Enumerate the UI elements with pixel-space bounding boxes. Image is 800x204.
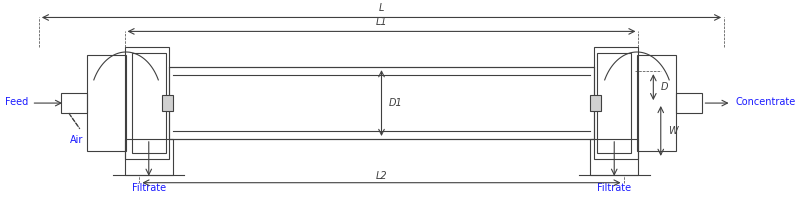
Bar bbox=[132, 53, 166, 153]
Text: Feed: Feed bbox=[5, 97, 28, 107]
Text: L2: L2 bbox=[376, 171, 387, 181]
Text: L1: L1 bbox=[376, 17, 387, 27]
Text: L: L bbox=[379, 3, 384, 13]
Bar bbox=[594, 47, 638, 159]
Text: Concentrate: Concentrate bbox=[735, 97, 795, 107]
Bar bbox=[162, 95, 173, 111]
Text: Filtrate: Filtrate bbox=[597, 183, 631, 193]
Bar bbox=[598, 53, 631, 153]
Bar bbox=[125, 47, 170, 159]
Text: Air: Air bbox=[70, 135, 83, 145]
Bar bbox=[87, 55, 126, 151]
Bar bbox=[590, 139, 638, 175]
Bar bbox=[170, 67, 594, 139]
Text: D: D bbox=[661, 82, 668, 92]
Bar bbox=[62, 93, 87, 113]
Bar bbox=[676, 93, 702, 113]
Text: D1: D1 bbox=[389, 98, 402, 108]
Bar bbox=[590, 95, 601, 111]
Text: W: W bbox=[668, 126, 678, 136]
Bar bbox=[637, 55, 676, 151]
Bar bbox=[125, 139, 173, 175]
Text: Filtrate: Filtrate bbox=[132, 183, 166, 193]
